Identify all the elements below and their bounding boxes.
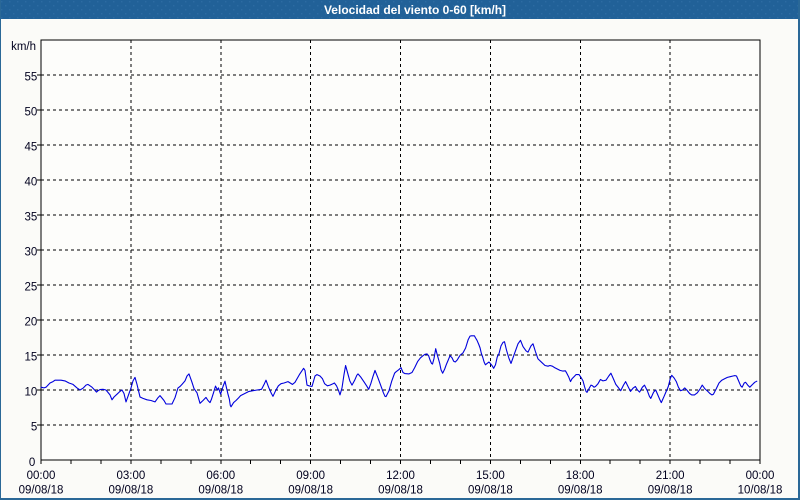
svg-text:Velocidad del viento 0-60 [km/: Velocidad del viento 0-60 [km/h] bbox=[324, 3, 506, 17]
svg-text:09/08/18: 09/08/18 bbox=[378, 484, 423, 496]
svg-text:09/08/18: 09/08/18 bbox=[468, 484, 513, 496]
svg-text:10/08/18: 10/08/18 bbox=[738, 484, 783, 496]
svg-text:09/08/18: 09/08/18 bbox=[558, 484, 603, 496]
svg-text:55: 55 bbox=[25, 71, 38, 83]
svg-text:00:00: 00:00 bbox=[746, 470, 775, 482]
svg-text:45: 45 bbox=[25, 141, 38, 153]
svg-text:18:00: 18:00 bbox=[566, 470, 595, 482]
svg-text:50: 50 bbox=[25, 106, 38, 118]
svg-text:15: 15 bbox=[25, 351, 38, 363]
svg-text:21:00: 21:00 bbox=[656, 470, 685, 482]
svg-text:5: 5 bbox=[31, 421, 37, 433]
svg-text:15:00: 15:00 bbox=[476, 470, 505, 482]
svg-text:06:00: 06:00 bbox=[206, 470, 235, 482]
svg-text:09/08/18: 09/08/18 bbox=[19, 484, 64, 496]
svg-text:10: 10 bbox=[25, 386, 38, 398]
svg-text:00:00: 00:00 bbox=[27, 470, 56, 482]
svg-text:09/08/18: 09/08/18 bbox=[288, 484, 333, 496]
svg-text:35: 35 bbox=[25, 211, 38, 223]
svg-text:30: 30 bbox=[25, 246, 38, 258]
svg-text:12:00: 12:00 bbox=[386, 470, 415, 482]
svg-text:09/08/18: 09/08/18 bbox=[109, 484, 154, 496]
svg-text:0: 0 bbox=[29, 457, 35, 469]
svg-text:09:00: 09:00 bbox=[296, 470, 325, 482]
svg-text:20: 20 bbox=[25, 316, 38, 328]
svg-text:40: 40 bbox=[25, 176, 38, 188]
svg-text:03:00: 03:00 bbox=[117, 470, 146, 482]
svg-text:km/h: km/h bbox=[11, 41, 36, 53]
svg-text:09/08/18: 09/08/18 bbox=[648, 484, 693, 496]
svg-text:25: 25 bbox=[25, 281, 38, 293]
svg-text:09/08/18: 09/08/18 bbox=[198, 484, 243, 496]
